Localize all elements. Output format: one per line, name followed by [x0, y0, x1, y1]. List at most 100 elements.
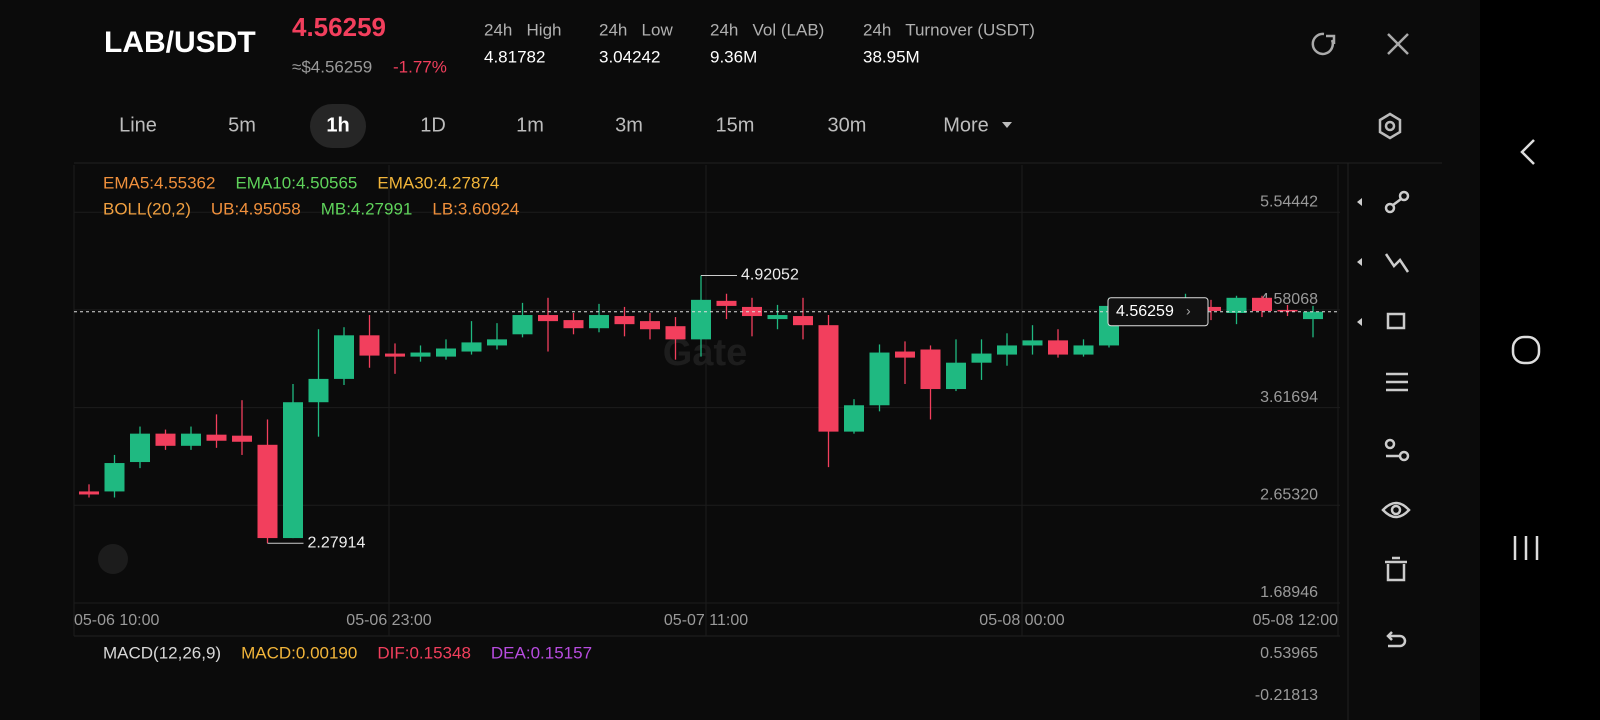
candle-body [104, 463, 125, 492]
candle-body [385, 353, 405, 357]
candle-body [640, 321, 660, 330]
candle-body [436, 348, 456, 357]
candle-body [1303, 311, 1323, 320]
candle-body [920, 349, 941, 390]
draw-tool[interactable] [1384, 190, 1410, 214]
y-tick-label: 2.65320 [1260, 487, 1318, 504]
timeframe-tab[interactable]: 1m [516, 114, 544, 136]
candle-body [487, 339, 507, 346]
candle-body [997, 345, 1017, 355]
candle-body [257, 444, 278, 539]
y-tick-label: 5.54442 [1260, 193, 1318, 210]
stat-label: 24h Turnover (USDT) [863, 20, 1035, 39]
timeframe-tab[interactable]: 3m [615, 114, 643, 136]
candle-body [818, 325, 839, 432]
price-usd: ≈$4.56259 [292, 57, 372, 76]
stat-value: 3.04242 [599, 47, 660, 66]
candle-body [716, 300, 737, 306]
price-change: -1.77% [393, 57, 447, 76]
refresh-icon[interactable] [1311, 32, 1336, 56]
candle-body [895, 351, 915, 358]
timeframe-tab[interactable]: 30m [828, 114, 867, 136]
candle-body [844, 405, 864, 432]
candle-body [1277, 309, 1298, 312]
timeframe-tab[interactable]: 1D [420, 114, 446, 136]
macd-axis-label: 0.53965 [1260, 645, 1318, 662]
macd-axis-label: -0.21813 [1255, 687, 1318, 704]
dropdown-arrow [1002, 122, 1012, 128]
candle-body [563, 320, 584, 329]
current-price-tag[interactable] [1107, 297, 1209, 327]
candle-body [538, 315, 558, 322]
x-tick-label: 05-06 23:00 [346, 612, 432, 629]
candle-body [665, 326, 686, 340]
candle-body [869, 352, 890, 406]
indicator-tool[interactable] [1386, 372, 1408, 392]
delete-tool[interactable] [1385, 556, 1407, 582]
timeframe-tab[interactable]: Line [119, 114, 157, 136]
candle-body [308, 378, 329, 403]
candle-body [1226, 297, 1247, 314]
candle-body [1201, 306, 1221, 311]
ema-legend: EMA10:4.50565 [235, 173, 357, 192]
candle-body [232, 435, 252, 442]
candle-body [946, 362, 966, 390]
stat-value: 4.81782 [484, 47, 545, 66]
ema-legend: EMA30:4.27874 [377, 173, 499, 192]
ema-legend: EMA5:4.55362 [103, 173, 215, 192]
candle-body [589, 315, 609, 329]
tool-expand-arrow[interactable] [1357, 318, 1362, 326]
candle-body [512, 315, 533, 335]
tool-expand-arrow[interactable] [1357, 258, 1362, 266]
candle-body [1022, 340, 1043, 346]
candle-body [971, 353, 992, 363]
current-price-text: 4.56259 [1116, 303, 1174, 320]
macd-legend: DIF:0.15348 [377, 643, 471, 662]
candle-body [79, 491, 99, 495]
y-tick-label: 4.58068 [1260, 291, 1318, 308]
candle-body [155, 433, 176, 446]
timeframe-tab[interactable]: More [943, 114, 989, 136]
candle-body [793, 316, 813, 326]
x-tick-label: 05-08 00:00 [979, 612, 1065, 629]
x-tick-label: 05-08 12:00 [1253, 612, 1339, 629]
candle-body [614, 316, 635, 325]
shape-tool[interactable] [1386, 312, 1406, 330]
candle-body [130, 433, 150, 463]
x-tick-label: 05-06 10:00 [74, 612, 160, 629]
y-tick-label: 1.68946 [1260, 584, 1318, 601]
stat-label: 24h Vol (LAB) [710, 20, 824, 39]
close-icon[interactable] [1387, 33, 1409, 55]
tool-expand-arrow[interactable] [1357, 198, 1362, 206]
macd-legend: MACD:0.00190 [241, 643, 357, 662]
settings-icon[interactable] [1378, 112, 1402, 140]
y-tick-label: 3.61694 [1260, 389, 1318, 406]
current-price-arrow: › [1186, 302, 1191, 318]
timeframe-tab[interactable]: 5m [228, 114, 256, 136]
stat-label: 24h Low [599, 20, 673, 39]
app-background [0, 0, 1480, 720]
candle-body [334, 335, 354, 379]
boll-legend: UB:4.95058 [211, 199, 301, 218]
android-nav[interactable] [1511, 139, 1541, 560]
undo-tool[interactable] [1386, 631, 1407, 648]
candle-body [767, 315, 788, 320]
visibility-tool[interactable] [1381, 501, 1411, 519]
boll-legend: LB:3.60924 [432, 199, 519, 218]
candle-body [410, 352, 431, 357]
x-tick-label: 05-07 11:00 [664, 612, 748, 629]
nav-bar [1480, 0, 1600, 720]
timeframe-tab[interactable]: 1h [326, 114, 349, 136]
layers-tool[interactable] [1384, 438, 1410, 462]
low-label: 2.27914 [308, 534, 366, 551]
candle-body [283, 402, 303, 539]
candle-body [691, 299, 711, 340]
chart-tool-button[interactable] [98, 544, 128, 574]
high-label: 4.92052 [741, 267, 799, 284]
stat-value: 38.95M [863, 47, 920, 66]
stat-value: 9.36M [710, 47, 757, 66]
trend-tool[interactable] [1384, 253, 1410, 273]
timeframe-tab[interactable]: 15m [716, 114, 755, 136]
